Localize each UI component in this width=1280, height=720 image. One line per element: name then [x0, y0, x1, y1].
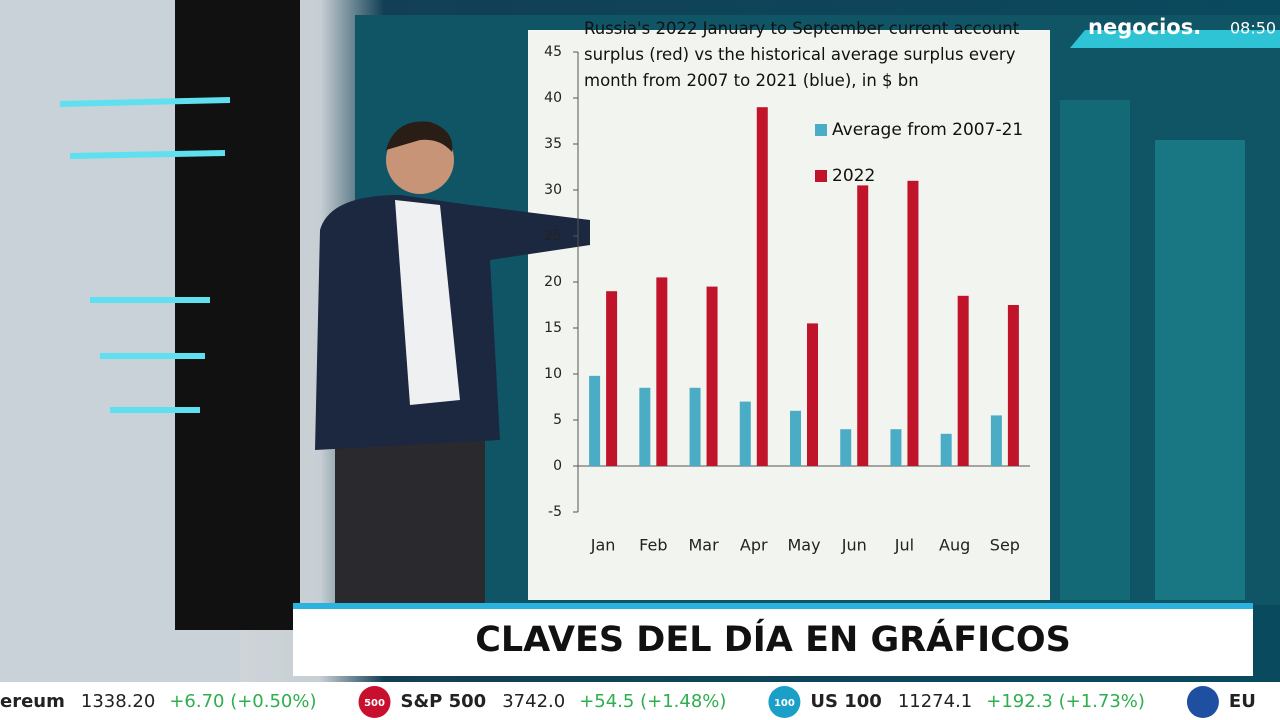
y-tick-label: 10	[544, 366, 562, 382]
bar	[739, 401, 751, 466]
y-tick-label: 20	[544, 274, 562, 290]
y-tick-label: 0	[553, 458, 562, 474]
bar	[656, 277, 668, 466]
ticker-icon	[1186, 686, 1219, 718]
legend-label: 2022	[832, 166, 875, 186]
y-tick-label: 35	[544, 136, 562, 152]
ticker-icon	[768, 686, 801, 718]
ticker-name: US 100	[810, 691, 881, 712]
y-tick-label: 30	[544, 182, 562, 198]
y-tick-label: -5	[548, 504, 562, 520]
legend-swatch	[815, 170, 827, 182]
bar	[639, 387, 651, 466]
light-strips	[59, 97, 231, 413]
x-tick-label: Jun	[841, 536, 867, 555]
bar	[957, 295, 969, 466]
bar	[990, 415, 1002, 466]
bar	[606, 291, 618, 466]
clock: 08:50	[1230, 19, 1276, 38]
bar	[589, 375, 601, 466]
legend-label: Average from 2007-21	[832, 120, 1023, 140]
banner	[293, 609, 1253, 676]
bar	[1007, 305, 1019, 466]
bar	[940, 433, 952, 466]
banner-stripe	[293, 603, 1253, 609]
x-tick-label: Apr	[740, 536, 768, 555]
chart-title: Russia's 2022 January to September curre…	[584, 19, 1020, 90]
y-tick-label: 45	[544, 44, 562, 60]
x-tick-label: Mar	[688, 536, 719, 555]
ticker-bar	[0, 682, 1280, 720]
x-tick-label: May	[787, 536, 820, 555]
x-tick-label: Jan	[590, 536, 616, 555]
bar	[807, 323, 818, 466]
bar	[790, 410, 801, 466]
pillar	[175, 0, 300, 630]
ticker-name: EU	[1229, 691, 1256, 712]
bar	[756, 107, 768, 466]
y-tick-label: 5	[553, 412, 562, 428]
bar	[840, 429, 852, 466]
x-tick-label: Jul	[894, 536, 914, 555]
logo: negocios.	[1088, 15, 1201, 39]
ticker-price: 11274.1	[898, 691, 972, 712]
x-tick-label: Feb	[639, 536, 667, 555]
banner-text: CLAVES DEL DÍA EN GRÁFICOS	[475, 618, 1071, 660]
bar	[706, 286, 718, 466]
bar	[907, 180, 919, 467]
ticker-change: +6.70 (+0.50%)	[169, 691, 316, 712]
bar	[890, 429, 902, 466]
x-tick-label: Sep	[990, 536, 1020, 555]
ticker-icon	[358, 686, 391, 718]
ticker-icon-label: 100	[774, 698, 795, 709]
wall-bar	[1060, 100, 1130, 600]
ticker-change: +192.3 (+1.73%)	[986, 691, 1145, 712]
ticker-icon-label: 500	[364, 698, 385, 709]
ticker-change: +54.5 (+1.48%)	[579, 691, 726, 712]
bar	[857, 185, 869, 466]
chart: -5 0 5 10 15 20 25 30 35 40 45 Jan Feb Mar Apr May Jun Ju…	[544, 44, 1030, 555]
logo-accent	[1070, 30, 1280, 48]
ticker-name: ereum	[0, 691, 65, 712]
person	[315, 121, 590, 605]
ticker-name: S&P 500	[401, 691, 487, 712]
bar	[689, 387, 701, 466]
wall-bar	[1155, 140, 1245, 600]
legend-swatch	[815, 124, 827, 136]
y-tick-label: 25	[544, 228, 562, 244]
y-tick-label: 15	[544, 320, 562, 336]
y-tick-label: 40	[544, 90, 562, 106]
ticker-price: 3742.0	[502, 691, 565, 712]
ticker: ereum 1338.20 +6.70 (+0.50%) 500 S&P 500 3742…	[0, 686, 1256, 718]
ticker-price: 1338.20	[81, 691, 155, 712]
x-tick-label: Aug	[939, 536, 970, 555]
